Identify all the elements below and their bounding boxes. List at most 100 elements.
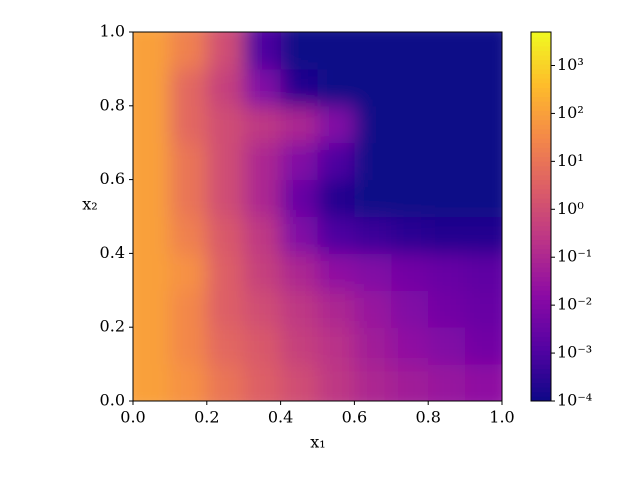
heat-cell [391, 290, 429, 328]
plot-frame [132, 31, 503, 402]
x-tick-label: 0.4 [268, 408, 293, 427]
heat-cell [133, 32, 171, 70]
heat-cell [465, 105, 502, 144]
heat-cell [243, 142, 282, 181]
colorbar-step [531, 221, 551, 227]
heat-cell [317, 253, 355, 291]
colorbar-step [531, 331, 551, 337]
y-tick-label: 0.2 [100, 317, 125, 336]
colorbar-step [531, 170, 551, 176]
colorbar-tick-label: 10⁻³ [557, 343, 592, 362]
colorbar-step [531, 336, 551, 342]
heat-cell [169, 68, 208, 107]
heat-cell [428, 105, 466, 144]
heat-cell [465, 364, 502, 401]
colorbar-step [531, 359, 551, 365]
heat-cell [280, 179, 318, 217]
heat-cell [133, 253, 171, 291]
heat-cell [428, 216, 466, 254]
heat-cell [280, 327, 318, 365]
heat-cell [465, 290, 502, 328]
heat-cell [428, 179, 466, 217]
heat-cell [169, 253, 208, 291]
heat-cell [317, 327, 355, 365]
heat-cell [354, 32, 392, 70]
colorbar-tick-label: 10⁻² [557, 295, 592, 314]
colorbar-step [531, 115, 551, 121]
heat-cell [317, 68, 355, 107]
x-axis-label: x₁ [310, 433, 325, 452]
colorbar-tick-label: 10³ [557, 55, 584, 74]
colorbar-step [531, 55, 551, 61]
colorbar-step [531, 68, 551, 75]
heat-cell [391, 253, 429, 291]
colorbar-step [531, 174, 551, 181]
heat-cell [169, 105, 208, 144]
colorbar-step [531, 161, 551, 167]
heat-cell [465, 68, 502, 107]
heat-cell [280, 68, 318, 107]
heat-cell [206, 364, 245, 401]
colorbar-step [531, 216, 551, 222]
y-tick-label: 0.8 [100, 95, 125, 114]
x-tick-label: 1.0 [489, 408, 514, 427]
heat-cell [243, 216, 282, 254]
heat-cell [243, 68, 282, 107]
heat-cell [133, 216, 171, 254]
colorbar-step [531, 239, 551, 245]
colorbar-step [531, 202, 551, 208]
heat-cell [280, 290, 318, 328]
heat-cell [133, 290, 171, 328]
heat-cell [206, 142, 245, 181]
heat-cell [317, 32, 355, 70]
heat-cell [243, 105, 282, 144]
colorbar-step [531, 78, 551, 84]
heat-cell [465, 179, 502, 217]
colorbar-step [531, 258, 551, 264]
colorbar-step [531, 124, 551, 130]
heat-cell [317, 364, 355, 401]
heat-cell [354, 327, 392, 365]
colorbar-step [531, 156, 551, 162]
heat-cell [206, 290, 245, 328]
colorbar-step [531, 350, 551, 356]
colorbar-step [531, 193, 551, 199]
x-tick-label: 0.0 [120, 408, 145, 427]
heat-cell [428, 327, 466, 365]
heat-cell [206, 253, 245, 291]
heat-cell [354, 216, 392, 254]
colorbar-step [531, 387, 551, 393]
colorbar-step [531, 364, 551, 370]
heat-cell [169, 142, 208, 181]
heat-cell [465, 253, 502, 291]
colorbar-step [531, 368, 551, 374]
heat-cell [206, 68, 245, 107]
colorbar-tick-label: 10¹ [557, 151, 584, 170]
colorbar-step [531, 59, 551, 65]
colorbar-step [531, 354, 551, 360]
colorbar-step [531, 91, 551, 98]
heat-cell [391, 216, 429, 254]
heat-cell [206, 179, 245, 217]
heat-cell [280, 32, 318, 70]
colorbar-step [531, 73, 551, 79]
heat-cell [317, 105, 355, 144]
colorbar-step [531, 45, 551, 51]
x-tick-label: 0.6 [342, 408, 367, 427]
y-tick-label: 1.0 [100, 22, 125, 41]
colorbar-step [531, 119, 551, 125]
colorbar-step [531, 188, 551, 194]
colorbar-step [531, 299, 551, 305]
colorbar-tick-label: 10⁻¹ [557, 247, 592, 266]
colorbar-step [531, 207, 551, 213]
heat-cell [428, 364, 466, 401]
heat-cell [354, 68, 392, 107]
heat-cell [428, 253, 466, 291]
y-tick-label: 0.6 [100, 169, 125, 188]
heat-cell [133, 142, 171, 181]
colorbar-step [531, 327, 551, 333]
colorbar-step [531, 82, 551, 88]
colorbar-step [531, 151, 551, 158]
colorbar-step [531, 373, 551, 379]
colorbar-step [531, 253, 551, 259]
